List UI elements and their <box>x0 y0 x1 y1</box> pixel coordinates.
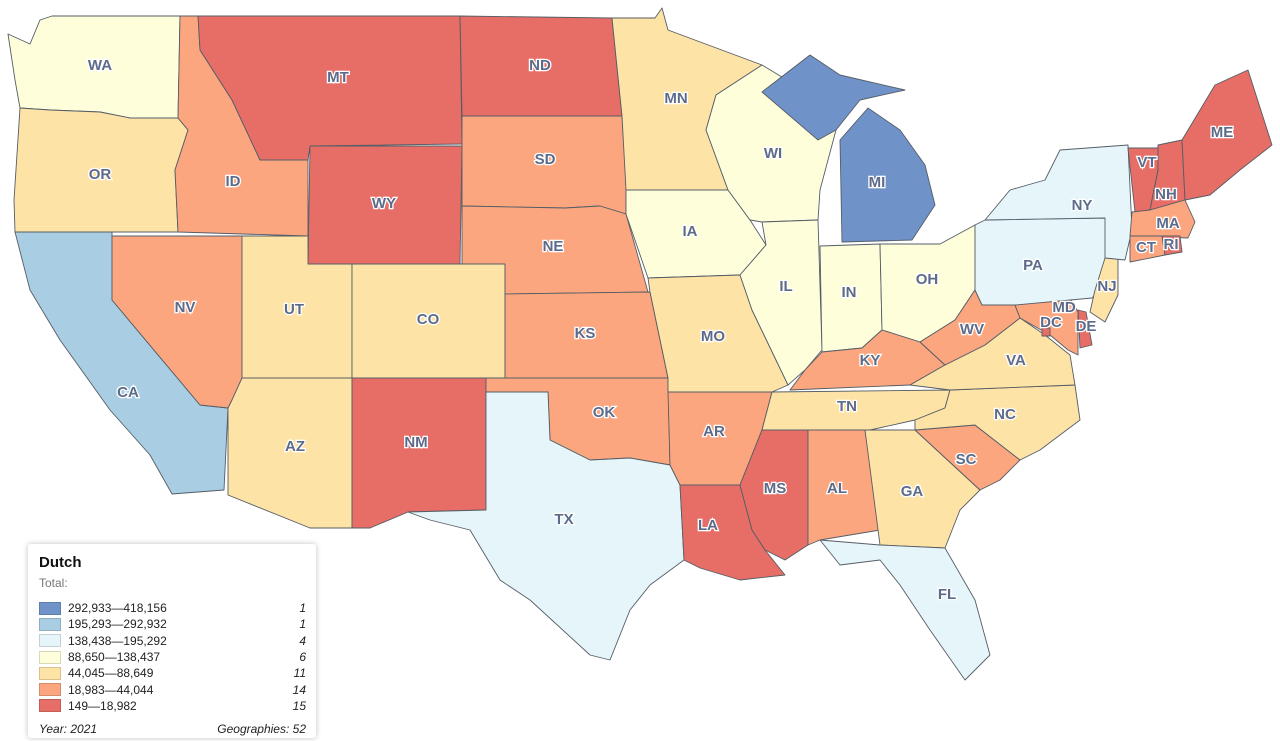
legend-swatch <box>39 699 61 713</box>
state-label-me: ME <box>1211 124 1234 141</box>
state-dc[interactable] <box>1041 327 1051 337</box>
state-label-in: IN <box>842 284 857 301</box>
legend-row[interactable]: 149—18,982 15 <box>39 698 306 714</box>
state-fl[interactable] <box>819 539 991 681</box>
state-label-wy: WY <box>372 195 396 212</box>
legend-range: 149—18,982 <box>68 698 137 713</box>
legend-count: 6 <box>299 650 306 665</box>
state-label-ks: KS <box>575 325 596 342</box>
state-label-mo: MO <box>701 328 725 345</box>
state-label-oh: OH <box>916 271 939 288</box>
legend-title: Dutch <box>39 554 82 571</box>
state-label-or: OR <box>89 166 112 183</box>
legend-swatch <box>39 683 61 697</box>
legend-count: 11 <box>293 666 306 681</box>
state-label-ca: CA <box>117 384 139 401</box>
legend-year: Year: 2021 <box>39 722 98 736</box>
legend-count: 14 <box>292 682 306 697</box>
legend-subtitle: Total: <box>39 576 68 590</box>
state-label-vt: VT <box>1137 154 1156 171</box>
state-label-ne: NE <box>543 238 564 255</box>
legend-geographies: Geographies: 52 <box>217 722 306 736</box>
state-label-ms: MS <box>764 480 787 497</box>
state-de[interactable] <box>1077 309 1093 349</box>
legend-range: 292,933—418,156 <box>68 601 167 616</box>
state-label-il: IL <box>779 278 792 295</box>
legend-swatch <box>39 601 61 615</box>
state-label-de: DE <box>1076 318 1097 335</box>
legend-footer: Year: 2021 Geographies: 52 <box>39 722 306 736</box>
state-label-mn: MN <box>664 90 687 107</box>
state-label-ia: IA <box>683 223 698 240</box>
state-label-ri: RI <box>1164 236 1179 253</box>
legend-row[interactable]: 195,293—292,932 1 <box>39 616 306 632</box>
state-label-nh: NH <box>1155 186 1177 203</box>
legend-swatch <box>39 617 61 631</box>
state-label-nv: NV <box>175 299 196 316</box>
state-label-ct: CT <box>1136 239 1156 256</box>
state-mi[interactable] <box>761 54 936 243</box>
state-label-nd: ND <box>529 57 551 74</box>
state-label-la: LA <box>698 517 718 534</box>
legend-range: 18,983—44,044 <box>68 682 154 697</box>
legend-row[interactable]: 292,933—418,156 1 <box>39 600 306 616</box>
state-label-id: ID <box>226 173 241 190</box>
state-label-va: VA <box>1006 352 1026 369</box>
state-label-fl: FL <box>938 586 956 603</box>
state-label-mi: MI <box>869 174 886 191</box>
state-label-nc: NC <box>994 406 1016 423</box>
state-label-wa: WA <box>88 57 112 74</box>
state-nc[interactable] <box>914 384 1081 461</box>
state-label-co: CO <box>417 311 440 328</box>
legend-row[interactable]: 138,438—195,292 4 <box>39 633 306 649</box>
state-label-nj: NJ <box>1097 278 1116 295</box>
state-label-sd: SD <box>535 151 556 168</box>
legend-count: 1 <box>299 601 306 616</box>
legend-range: 44,045—88,649 <box>68 666 154 681</box>
legend-swatch <box>39 666 61 680</box>
state-label-ny: NY <box>1072 197 1093 214</box>
state-md[interactable] <box>1014 297 1079 356</box>
legend-count: 4 <box>299 633 306 648</box>
state-label-az: AZ <box>285 438 305 455</box>
state-label-md: MD <box>1052 299 1075 316</box>
legend-swatch <box>39 634 61 648</box>
legend-row[interactable]: 88,650—138,437 6 <box>39 649 306 665</box>
state-al[interactable] <box>807 429 881 546</box>
state-ny[interactable] <box>984 144 1133 261</box>
state-il[interactable] <box>739 219 823 386</box>
map-legend: Dutch Total: 292,933—418,156 1 195,293—2… <box>28 544 316 738</box>
state-label-ok: OK <box>593 404 616 421</box>
state-me[interactable] <box>1181 69 1273 201</box>
state-label-mt: MT <box>327 69 349 86</box>
state-tx[interactable] <box>407 391 685 661</box>
state-label-ma: MA <box>1156 215 1179 232</box>
legend-range: 195,293—292,932 <box>68 617 167 632</box>
legend-row[interactable]: 18,983—44,044 14 <box>39 681 306 697</box>
legend-rows: 292,933—418,156 1 195,293—292,932 1 138,… <box>39 600 306 714</box>
state-label-tx: TX <box>554 511 573 528</box>
state-label-pa: PA <box>1023 257 1043 274</box>
legend-swatch <box>39 650 61 664</box>
state-label-ar: AR <box>703 423 725 440</box>
legend-count: 1 <box>299 617 306 632</box>
legend-range: 88,650—138,437 <box>68 650 161 665</box>
state-label-sc: SC <box>956 451 977 468</box>
state-label-dc: DC <box>1040 314 1062 331</box>
state-nm[interactable] <box>351 377 487 529</box>
state-label-ut: UT <box>284 301 304 318</box>
state-ri[interactable] <box>1161 235 1183 256</box>
state-label-al: AL <box>827 480 847 497</box>
state-label-ga: GA <box>901 483 924 500</box>
state-label-tn: TN <box>837 398 857 415</box>
state-label-wv: WV <box>960 321 984 338</box>
legend-range: 138,438—195,292 <box>68 633 167 648</box>
state-label-nm: NM <box>404 434 427 451</box>
state-label-ky: KY <box>860 352 881 369</box>
legend-row[interactable]: 44,045—88,649 11 <box>39 665 306 681</box>
legend-count: 15 <box>292 698 306 713</box>
state-label-wi: WI <box>764 145 782 162</box>
